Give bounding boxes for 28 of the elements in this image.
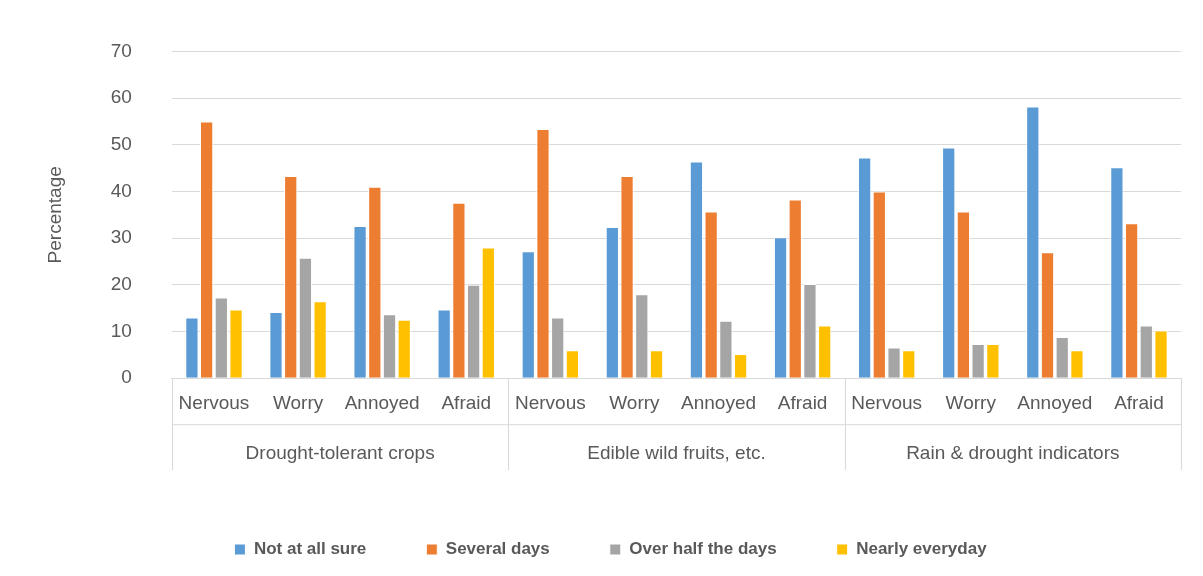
legend-label: Not at all sure [253,539,367,559]
x-tick-label: Nervous [178,391,250,413]
x-tick-label: Nervous [514,391,586,413]
text: Rain & drought indicators [906,442,1120,464]
y-tick-label: 70 [110,39,132,61]
y-axis-title: Percentage [43,166,65,264]
y-tick-label: 10 [110,319,132,341]
x-tick-label: Afraid [441,391,492,413]
y-tick-label: 0 [121,366,132,388]
y-tick-label: 40 [110,179,132,201]
text: Drought-tolerant crops [245,442,435,464]
legend-label: Several days [445,539,550,559]
y-tick-label: 30 [110,226,132,248]
x-tick-label: Worry [272,391,324,413]
x-tick-label: Afraid [1114,391,1164,413]
x-tick-label: Worry [609,391,661,413]
y-tick-label: 50 [110,133,132,155]
x-tick-label: Annoyed [681,391,757,413]
y-tick-label: 20 [110,273,132,295]
x-tick-label: Afraid [777,391,828,413]
x-tick-label: Annoyed [344,391,420,413]
x-tick-label: Annoyed [1017,391,1093,413]
legend-label: Nearly everyday [856,539,988,559]
y-tick-label: 60 [110,86,132,108]
x-tick-label: Nervous [851,391,923,413]
legend-label: Over half the days [629,539,777,559]
x-tick-label: Worry [945,391,997,413]
text: Edible wild fruits, etc. [587,442,766,464]
